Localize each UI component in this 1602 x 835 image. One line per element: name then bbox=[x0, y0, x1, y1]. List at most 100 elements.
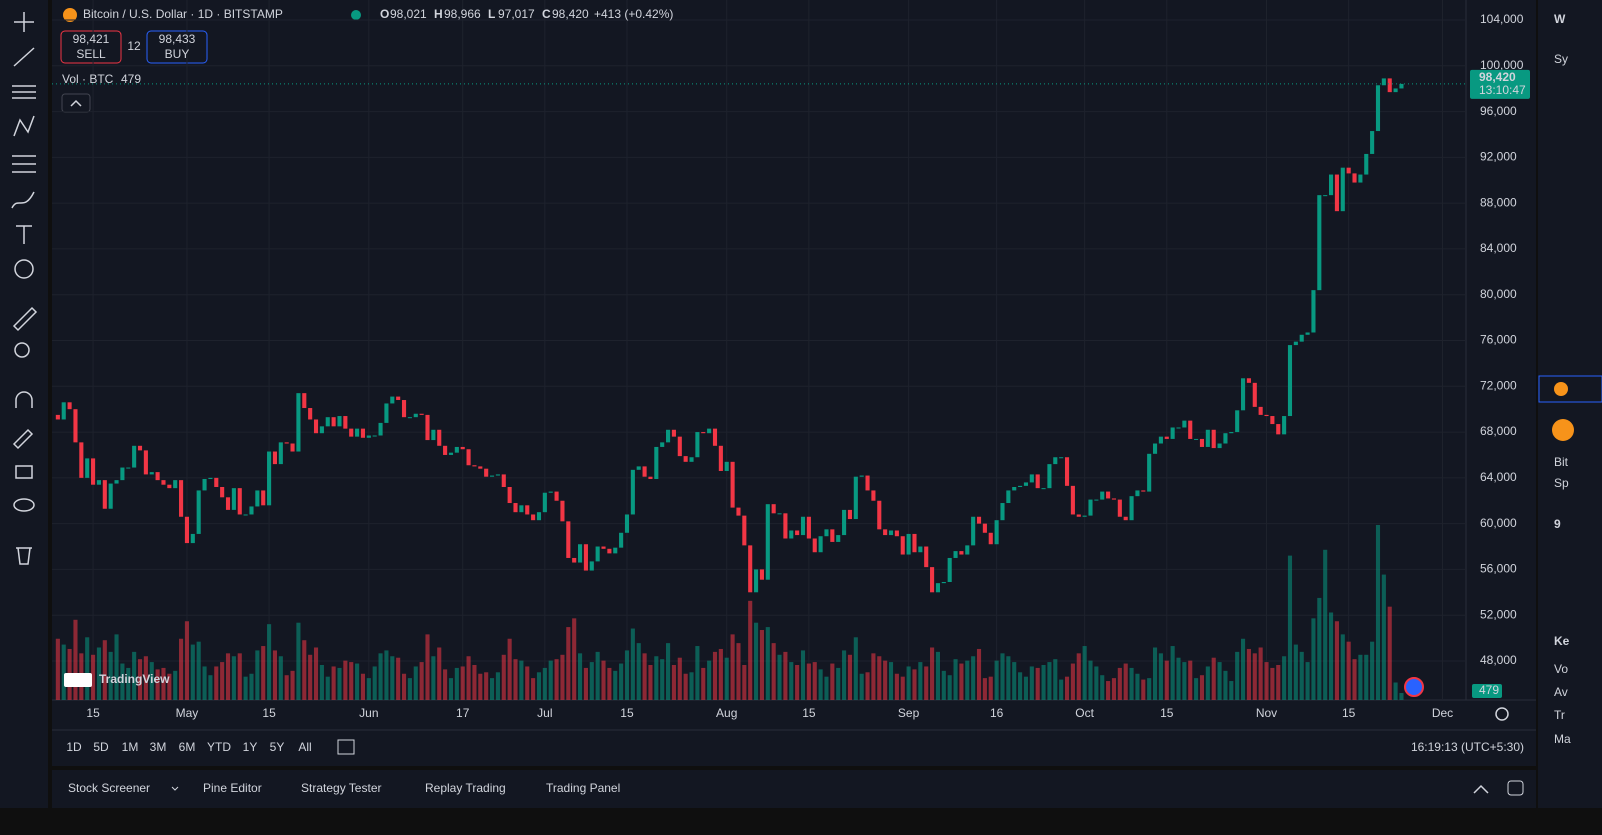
bottom-tab[interactable]: Pine Editor bbox=[203, 781, 262, 795]
volume-bar bbox=[179, 638, 184, 700]
range-button[interactable]: 1M bbox=[122, 740, 139, 754]
candle-body bbox=[531, 514, 536, 521]
text-icon[interactable] bbox=[16, 225, 32, 244]
volume-bar bbox=[613, 670, 618, 700]
volume-bar bbox=[231, 656, 236, 700]
collapse-icon[interactable] bbox=[70, 99, 82, 107]
volume-bar bbox=[619, 663, 624, 700]
volume-bar bbox=[1117, 667, 1122, 700]
candle-body bbox=[1129, 496, 1134, 521]
crosshair-icon[interactable] bbox=[14, 12, 34, 32]
range-button[interactable]: 5Y bbox=[270, 740, 285, 754]
volume-bar bbox=[935, 651, 941, 700]
trendline-icon[interactable] bbox=[13, 47, 35, 67]
buy-button[interactable] bbox=[146, 30, 208, 64]
bottom-tab[interactable]: Stock Screener bbox=[68, 781, 150, 795]
watchlist-fragment: 9 bbox=[1554, 517, 1561, 531]
left-toolbar bbox=[0, 0, 48, 808]
volume-bar bbox=[677, 657, 682, 700]
toolbar-icons[interactable] bbox=[11, 12, 38, 565]
watchlist-fragment: Av bbox=[1554, 685, 1568, 699]
candle-body bbox=[1264, 414, 1269, 417]
volume-bar bbox=[507, 638, 512, 700]
y-tick-label: 100,000 bbox=[1480, 58, 1524, 72]
volume-bar bbox=[313, 647, 319, 700]
lock-draw-icon[interactable] bbox=[12, 428, 34, 450]
candle-body bbox=[525, 505, 530, 515]
x-tick-label: Oct bbox=[1075, 706, 1094, 720]
bottom-tab[interactable]: Trading Panel bbox=[546, 781, 620, 795]
range-button[interactable]: 3M bbox=[150, 740, 167, 754]
x-tick-label: 15 bbox=[86, 706, 100, 720]
bottom-tab[interactable]: Strategy Tester bbox=[301, 781, 381, 795]
zoom-icon[interactable] bbox=[14, 342, 30, 358]
x-tick-label: Dec bbox=[1432, 706, 1453, 720]
sell-button[interactable] bbox=[60, 30, 122, 64]
candle-body bbox=[214, 477, 219, 488]
bottom-tab[interactable]: Replay Trading bbox=[425, 781, 506, 795]
candle-body bbox=[654, 446, 659, 479]
candle-body bbox=[161, 480, 166, 485]
range-button[interactable]: 5D bbox=[93, 740, 109, 754]
volume-bar bbox=[349, 662, 354, 700]
x-tick-label: Jun bbox=[359, 706, 378, 720]
maximize-icon[interactable] bbox=[1507, 780, 1524, 796]
candle-body bbox=[730, 461, 735, 508]
candle-body bbox=[1117, 499, 1122, 517]
volume-bar bbox=[108, 651, 113, 700]
candle-body bbox=[724, 461, 729, 471]
trash-icon[interactable] bbox=[16, 547, 32, 565]
volume-bar bbox=[1064, 676, 1070, 700]
volume-bar bbox=[1100, 675, 1105, 700]
candle-body bbox=[495, 474, 500, 476]
x-tick-label: Sep bbox=[898, 706, 920, 720]
magnet-icon[interactable] bbox=[15, 391, 33, 408]
ruler-icon[interactable] bbox=[12, 306, 38, 332]
volume-bar bbox=[1358, 654, 1363, 700]
candle-body bbox=[208, 477, 213, 479]
volume-bar bbox=[284, 675, 289, 700]
volume-bar bbox=[413, 666, 418, 700]
range-button[interactable]: All bbox=[298, 740, 311, 754]
range-button[interactable]: 1Y bbox=[243, 740, 258, 754]
volume-bar bbox=[466, 656, 471, 700]
candle-body bbox=[1135, 490, 1140, 497]
candle-body bbox=[1000, 503, 1005, 521]
candle-body bbox=[695, 432, 700, 458]
volume-bar bbox=[1340, 634, 1345, 700]
volume-bar bbox=[255, 650, 260, 700]
collapse-panel-icon[interactable] bbox=[1473, 784, 1489, 794]
candle-body bbox=[988, 532, 993, 545]
volume-bar bbox=[783, 651, 788, 700]
volume-bar bbox=[1276, 665, 1281, 700]
volume-bar bbox=[883, 660, 888, 700]
date-range-icon[interactable] bbox=[337, 739, 355, 755]
candle-body bbox=[55, 414, 60, 420]
candle-body bbox=[443, 445, 448, 455]
volume-bar bbox=[836, 667, 841, 700]
pattern-icon[interactable] bbox=[13, 115, 35, 137]
volume-bar bbox=[1047, 662, 1052, 700]
volume-bar bbox=[155, 669, 160, 700]
candle-body bbox=[231, 488, 236, 510]
volume-bar bbox=[308, 654, 313, 700]
volume-bar bbox=[1070, 663, 1075, 700]
brush-icon[interactable] bbox=[11, 191, 35, 209]
candle-body bbox=[319, 426, 324, 434]
emoji-icon[interactable] bbox=[14, 259, 34, 279]
range-button[interactable]: 1D bbox=[66, 740, 82, 754]
range-button[interactable]: 6M bbox=[179, 740, 196, 754]
candle-body bbox=[143, 450, 148, 475]
volume-bar bbox=[1370, 641, 1375, 700]
candle-body bbox=[61, 402, 66, 420]
eye-icon[interactable] bbox=[13, 498, 35, 512]
range-button[interactable]: YTD bbox=[207, 740, 231, 754]
fib-icon[interactable] bbox=[12, 85, 36, 99]
ohlc-key: C bbox=[542, 7, 551, 21]
projection-icon[interactable] bbox=[12, 155, 36, 173]
lock-icon[interactable] bbox=[15, 465, 33, 479]
volume-bar bbox=[425, 634, 430, 700]
candle-body bbox=[290, 443, 295, 452]
candle-body bbox=[237, 488, 242, 515]
candle-body bbox=[1053, 457, 1058, 465]
